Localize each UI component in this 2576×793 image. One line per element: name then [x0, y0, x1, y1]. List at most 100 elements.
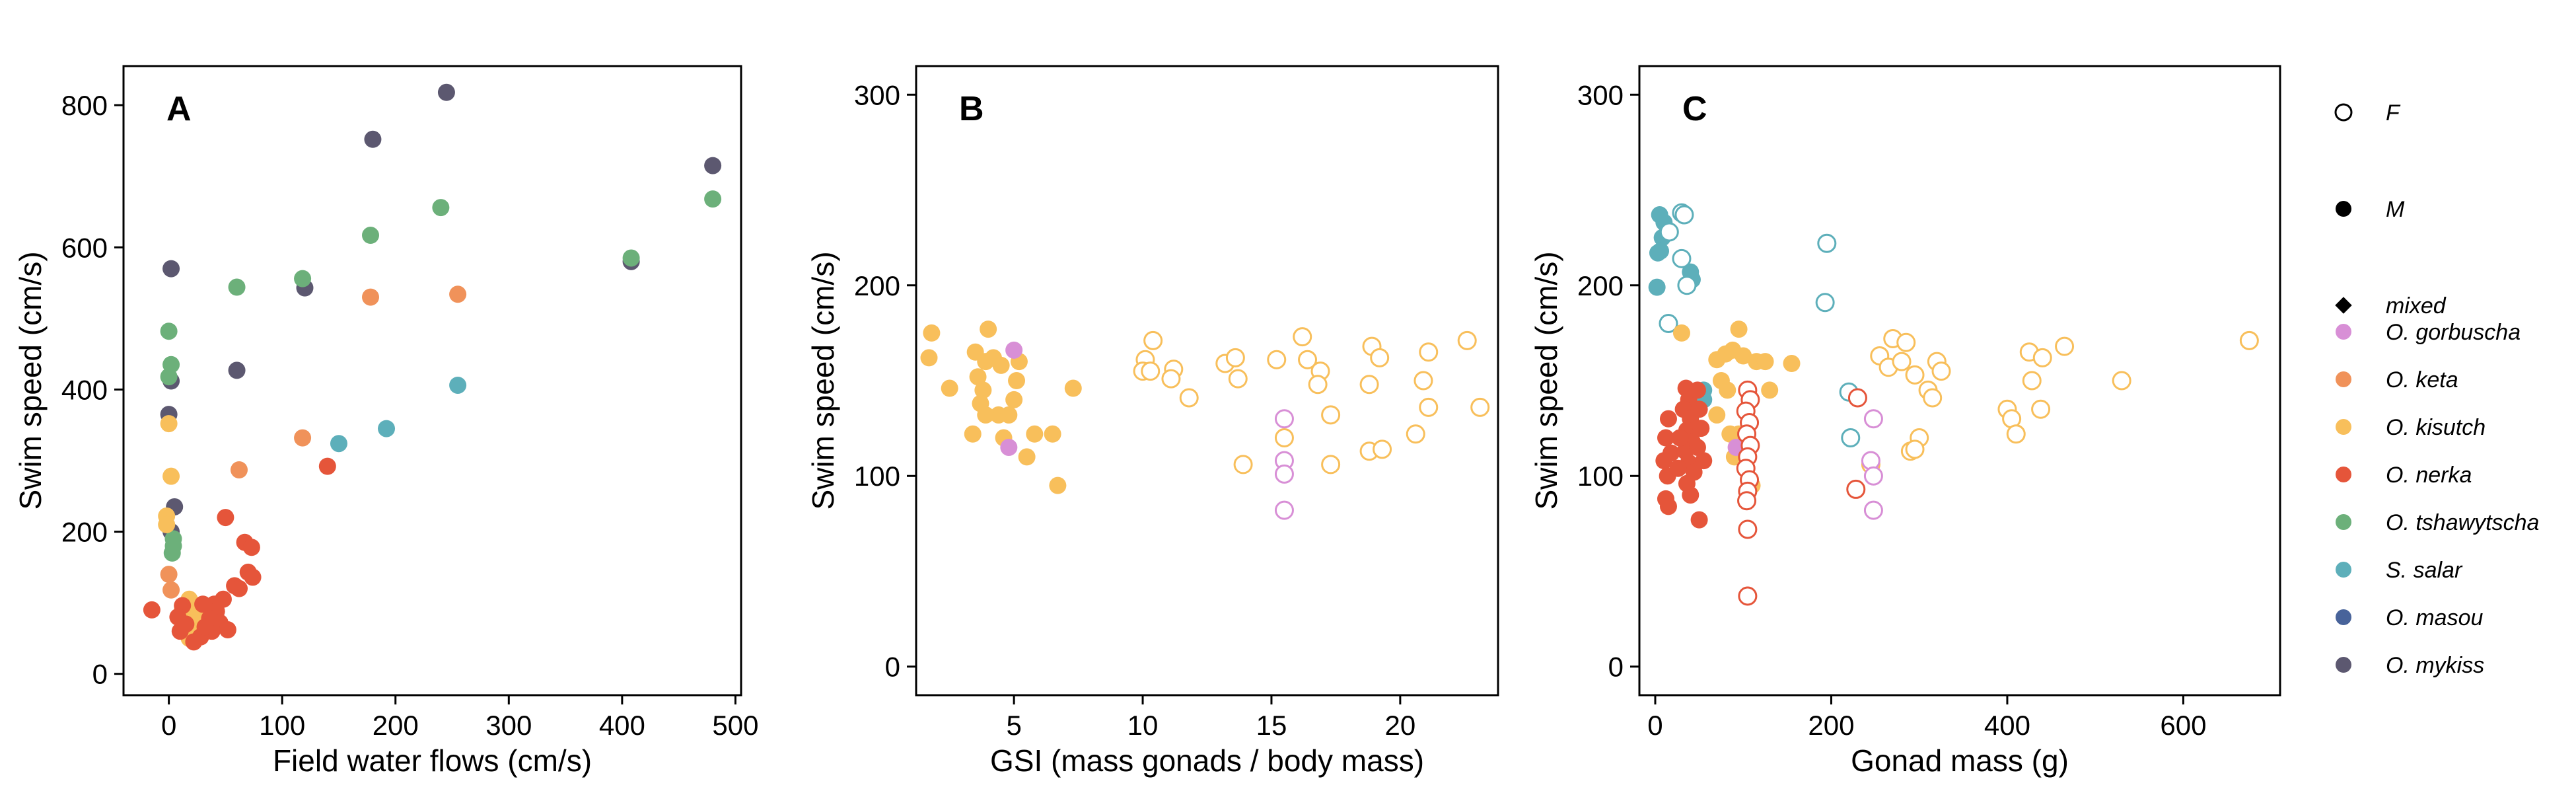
data-point	[219, 621, 236, 639]
data-point	[1008, 372, 1026, 389]
y-axis-label: Swim speed (cm/s)	[806, 251, 840, 510]
data-point	[992, 356, 1010, 374]
data-point	[228, 361, 246, 379]
data-point	[1293, 327, 1312, 347]
legend-filled-circle-icon	[2336, 201, 2351, 217]
data-point	[704, 190, 722, 208]
data-point	[158, 515, 176, 533]
data-point	[1274, 428, 1294, 448]
data-point	[1659, 498, 1677, 515]
data-point	[1688, 438, 1706, 456]
x-axis-label: GSI (mass gonads / body mass)	[990, 743, 1424, 778]
x-tick-label: 400	[1984, 710, 2030, 741]
legend-sex-label: M	[2386, 197, 2405, 222]
data-point	[1863, 409, 1883, 429]
data-point	[1321, 405, 1341, 425]
data-point	[1000, 406, 1018, 424]
data-point	[1228, 369, 1248, 389]
legend-species-swatch	[2336, 657, 2351, 673]
panel-label: C	[1682, 90, 1707, 128]
data-point	[362, 227, 379, 245]
x-tick-label: 200	[373, 710, 419, 741]
data-point	[1863, 500, 1883, 520]
data-point	[1005, 341, 1023, 359]
data-point	[1730, 321, 1748, 338]
data-point	[1657, 429, 1674, 447]
data-point	[228, 278, 246, 296]
data-point	[318, 457, 336, 475]
data-point	[1863, 466, 1883, 486]
data-point	[1161, 369, 1181, 389]
data-point	[1274, 409, 1294, 429]
x-tick-label: 100	[259, 710, 305, 741]
data-point	[1651, 242, 1669, 260]
data-point	[1815, 293, 1835, 313]
data-point	[1923, 388, 1943, 408]
data-point	[2006, 424, 2026, 444]
data-point	[969, 368, 987, 386]
legend-species-swatch	[2336, 467, 2351, 482]
data-point	[244, 568, 262, 586]
legend-species-label: O. nerka	[2386, 463, 2472, 488]
data-point	[162, 467, 180, 485]
y-tick-label: 0	[1608, 652, 1624, 683]
data-point	[1000, 438, 1018, 456]
panel-label: A	[166, 90, 192, 128]
y-axis-label: Swim speed (cm/s)	[1529, 251, 1563, 510]
legend-species-label: O. tshawytscha	[2386, 510, 2539, 535]
x-axis-label: Gonad mass (g)	[1851, 743, 2069, 778]
data-point	[964, 425, 982, 443]
y-tick-label: 0	[92, 659, 108, 690]
data-point	[1005, 391, 1023, 408]
data-point	[1044, 425, 1061, 443]
data-point	[1267, 350, 1287, 369]
data-point	[1931, 361, 1951, 381]
y-tick-label: 200	[854, 270, 900, 301]
y-tick-label: 0	[885, 652, 900, 683]
data-point	[1674, 205, 1694, 225]
y-tick-label: 800	[61, 90, 108, 121]
data-point	[1413, 371, 1433, 391]
legend-species-swatch	[2336, 514, 2351, 530]
panel-a: 0 100 200 300 400 500 0 200 400 600 800 Field water…	[13, 65, 758, 778]
x-tick-label: 20	[1385, 710, 1416, 741]
plot-frame	[1638, 65, 2281, 697]
legend-species-label: O. mykiss	[2386, 653, 2484, 678]
data-point	[1373, 439, 1392, 459]
data-point	[1406, 424, 1425, 444]
data-point	[1298, 350, 1318, 369]
data-point	[1708, 406, 1726, 424]
y-tick-label: 600	[61, 232, 108, 263]
data-point	[1738, 586, 1758, 606]
data-point	[1756, 353, 1774, 371]
legend-sex-label: mixed	[2386, 293, 2447, 319]
data-point	[1738, 519, 1758, 539]
data-point	[2031, 399, 2051, 419]
data-point	[1018, 448, 1036, 466]
data-point	[1064, 379, 1082, 397]
data-point	[1141, 361, 1161, 381]
data-point	[1143, 330, 1163, 350]
legend-species-swatch	[2336, 324, 2351, 340]
data-point	[378, 420, 396, 437]
data-point	[362, 288, 379, 306]
legend-species-swatch	[2336, 609, 2351, 625]
legend-species-label: O. gorbuscha	[2386, 320, 2521, 345]
data-point	[1233, 455, 1253, 474]
data-point	[1359, 375, 1379, 395]
data-point	[143, 601, 161, 619]
data-point	[1049, 476, 1067, 494]
legend-open-circle-icon	[2334, 103, 2353, 122]
data-point	[162, 260, 180, 278]
data-point	[1905, 439, 1925, 459]
data-point	[1308, 375, 1328, 395]
legend-species-label: O. keta	[2386, 367, 2458, 393]
data-point	[432, 199, 450, 217]
data-point	[1648, 278, 1666, 296]
data-point	[980, 321, 997, 338]
legend-species-label: O. masou	[2386, 605, 2483, 630]
y-tick-label: 400	[61, 374, 108, 405]
data-point	[1659, 222, 1679, 242]
data-point	[194, 595, 212, 613]
